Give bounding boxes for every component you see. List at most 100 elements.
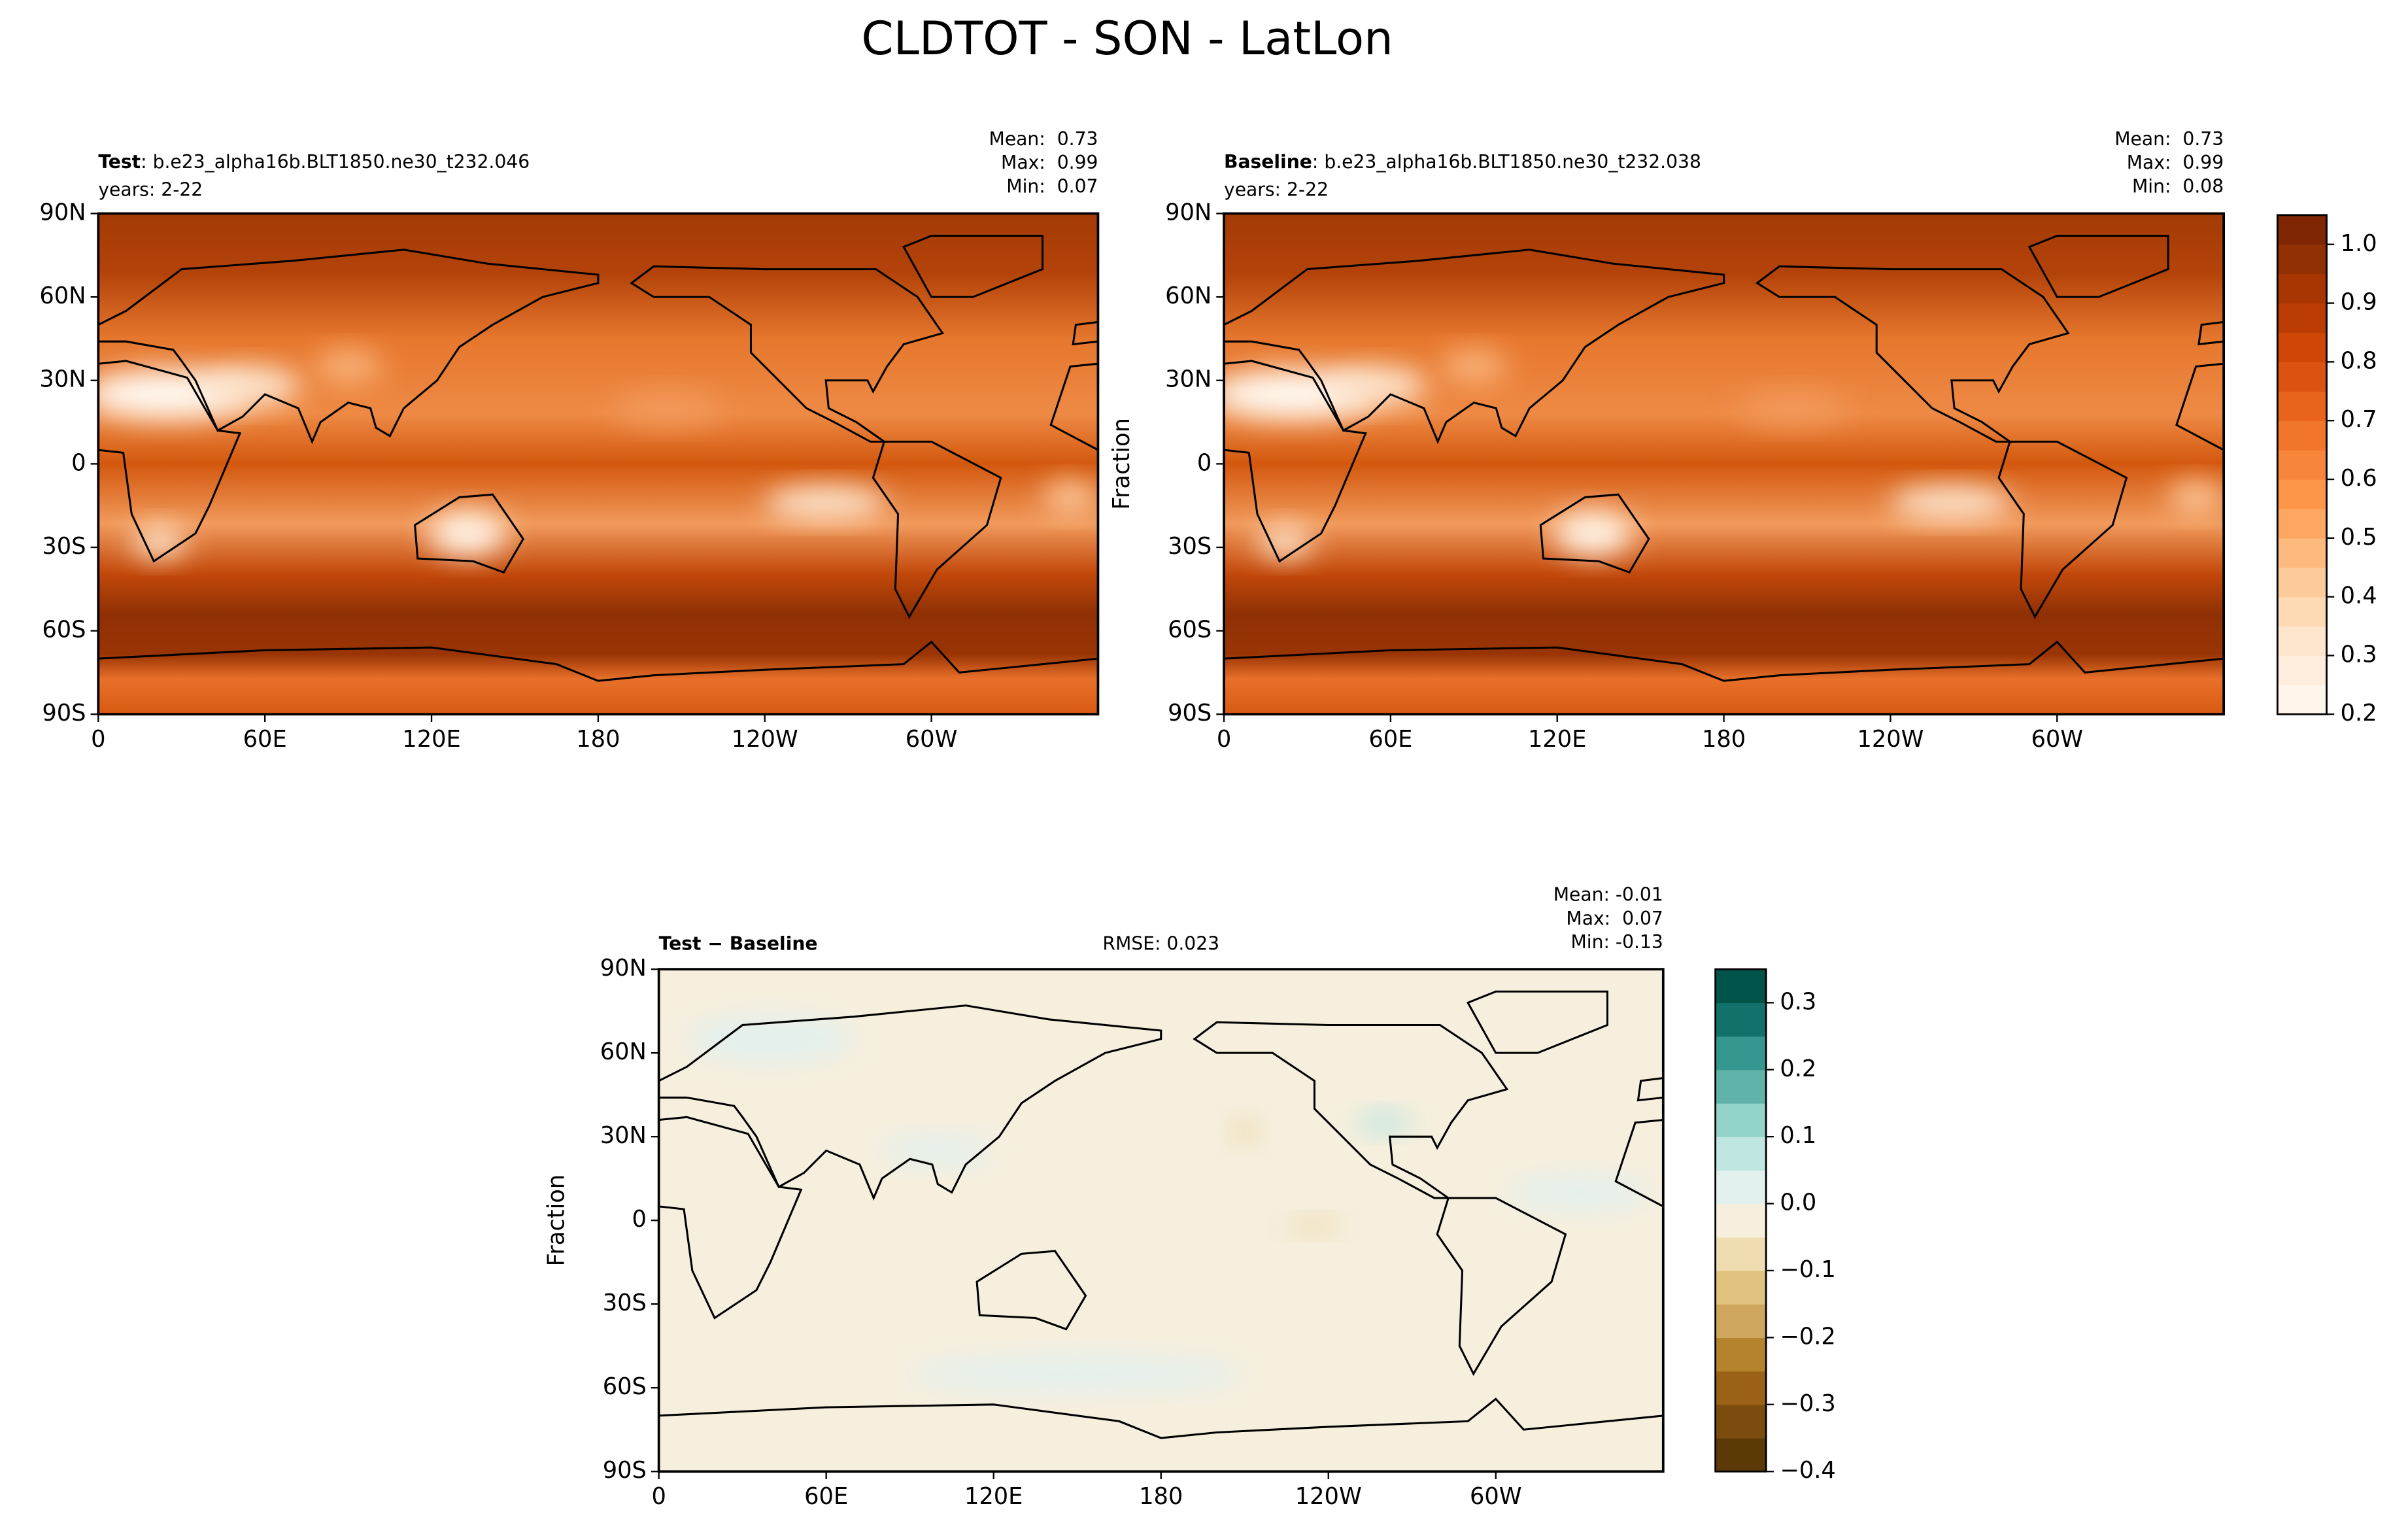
coastline — [658, 1116, 803, 1320]
panel-label-bold: Test — [98, 151, 141, 173]
colorbar-level — [2277, 508, 2327, 539]
colorbar-tick-label: 0.2 — [2341, 700, 2377, 727]
coastline — [1436, 1197, 1567, 1377]
panel-label-bold: Baseline — [1224, 151, 1312, 173]
field-blob — [314, 349, 382, 384]
colorbar-level — [2277, 303, 2327, 334]
figure-title: CLDTOT - SON - LatLon — [861, 12, 1393, 65]
colorbar-tick-label: 0.5 — [2341, 524, 2377, 551]
x-tick-label: 0 — [91, 726, 105, 753]
panel-years: years: 2-22 — [98, 179, 203, 200]
colorbar-tick-label: −0.4 — [1780, 1457, 1836, 1484]
colorbar-tick-label: 0.8 — [2341, 347, 2377, 374]
x-tick-label: 120E — [964, 1483, 1023, 1510]
coastline — [975, 1250, 1087, 1331]
panel-stat: Min: 0.08 — [2132, 176, 2224, 197]
y-axis-label: Fraction — [543, 1174, 570, 1267]
colorbar-level — [2277, 655, 2327, 686]
coastline — [2175, 362, 2224, 451]
colorbar-level — [1715, 1137, 1767, 1171]
x-tick-label: 60W — [906, 726, 958, 753]
colorbar-level — [2277, 273, 2327, 304]
y-tick-label: 60S — [1168, 617, 1212, 643]
x-tick-label: 60W — [1470, 1483, 1522, 1510]
y-tick-label: 60N — [1165, 282, 1212, 309]
x-tick-label: 180 — [576, 726, 620, 753]
panel-stat: Min: 0.07 — [1006, 176, 1098, 197]
colorbar-tick-label: 0.9 — [2341, 289, 2377, 316]
colorbar-level — [1715, 1170, 1767, 1205]
coastline — [2197, 320, 2224, 346]
colorbar-tick-label: 1.0 — [2341, 230, 2377, 257]
y-tick-label: 60N — [39, 282, 86, 309]
y-tick-label: 30N — [1165, 366, 1212, 393]
colorbar-level — [2277, 362, 2327, 392]
colorbar-level — [2277, 626, 2327, 657]
y-tick-label: 90S — [42, 700, 86, 727]
y-tick-label: 90N — [39, 199, 86, 226]
field-blob — [1257, 524, 1313, 559]
colorbar-tick-label: 0.1 — [1780, 1122, 1816, 1149]
panel-label: Baseline: b.e23_alpha16b.BLT1850.ne30_t2… — [1224, 151, 1701, 173]
colorbar-level — [1715, 1002, 1767, 1037]
colorbar-level — [1715, 1103, 1767, 1137]
coastline — [902, 235, 1044, 298]
panel-stat: Mean: -0.01 — [1553, 883, 1663, 905]
y-tick-label: 90N — [1165, 199, 1212, 226]
coastline — [1224, 640, 2224, 715]
panel-label-bold: Test − Baseline — [659, 933, 818, 955]
coastline — [658, 1397, 1663, 1472]
coastline — [1466, 990, 1608, 1054]
map — [98, 213, 1098, 715]
map-field — [98, 213, 1098, 715]
field-blob — [2168, 480, 2224, 514]
field-blob — [1042, 480, 1098, 514]
x-tick-label: 120W — [1295, 1483, 1362, 1510]
field-blob — [612, 391, 724, 425]
coastline — [630, 265, 945, 443]
map — [1224, 213, 2224, 715]
y-tick-label: 30N — [600, 1122, 647, 1149]
y-tick-label: 30S — [1168, 533, 1212, 560]
colorbar-tick-label: 0.2 — [1780, 1055, 1816, 1082]
x-tick-label: 60E — [1368, 726, 1412, 753]
colorbar-level — [2277, 244, 2327, 275]
colorbar-level — [1715, 1270, 1767, 1305]
x-tick-label: 180 — [1702, 726, 1746, 753]
colorbar-level — [2277, 214, 2327, 245]
field-blob — [764, 486, 887, 520]
field-blob — [882, 1137, 994, 1165]
field-blob — [1327, 366, 1427, 406]
colorbar-level — [1715, 1371, 1767, 1405]
colorbar-level — [2277, 685, 2327, 715]
coastline — [658, 1004, 1162, 1201]
x-tick-label: 120W — [732, 726, 798, 753]
coastline — [1636, 1077, 1663, 1102]
y-tick-label: 30N — [39, 366, 86, 393]
y-tick-label: 90N — [600, 955, 647, 982]
field-blob — [1510, 1175, 1650, 1210]
colorbar-level — [1715, 1237, 1767, 1271]
field-blob — [428, 511, 507, 556]
x-tick-label: 60W — [2031, 726, 2083, 753]
colorbar-level — [1715, 1337, 1767, 1372]
colorbar-tick-label: 0.6 — [2341, 465, 2377, 492]
colorbar-level — [1715, 1069, 1767, 1104]
panel-label: Test − Baseline — [659, 933, 818, 955]
colorbar-frame — [2276, 214, 2328, 715]
field-blob — [1440, 349, 1508, 384]
field-blob — [687, 1016, 855, 1061]
colorbar-level — [1715, 1404, 1767, 1439]
y-tick-label: 90S — [1168, 700, 1212, 727]
panel-file: : b.e23_alpha16b.BLT1850.ne30_t232.038 — [1312, 151, 1701, 173]
colorbar-tick-label: −0.2 — [1780, 1323, 1836, 1350]
panel-stat: Mean: 0.73 — [989, 128, 1098, 150]
colorbar-tick-label: 0.3 — [2341, 641, 2377, 668]
y-tick-label: 90S — [603, 1457, 647, 1484]
colorbar-level — [2277, 479, 2327, 509]
coastline — [1755, 265, 2070, 443]
x-tick-label: 0 — [1217, 726, 1231, 753]
colorbar-level — [2277, 391, 2327, 421]
coastline — [1072, 320, 1098, 346]
